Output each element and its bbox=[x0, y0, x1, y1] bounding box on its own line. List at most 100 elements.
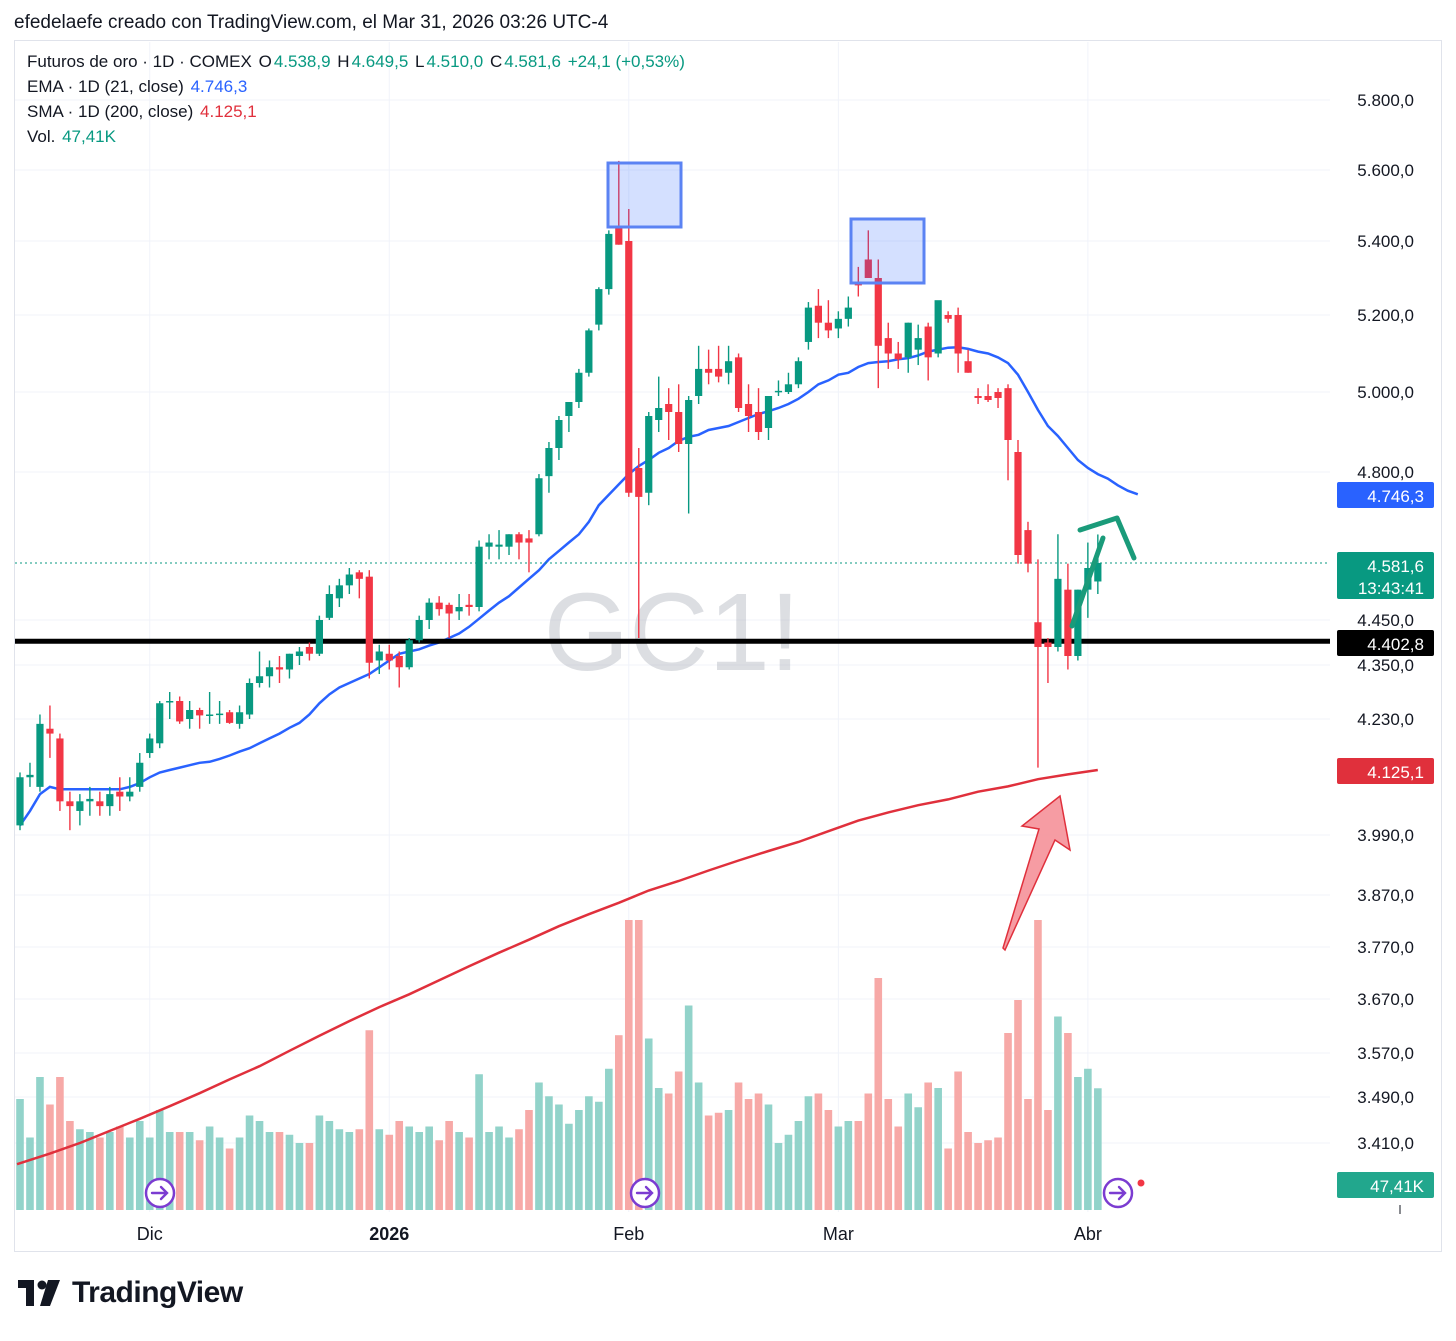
candle-body bbox=[705, 368, 713, 373]
candle-body bbox=[235, 712, 244, 724]
candle-body bbox=[485, 542, 493, 547]
candle-body bbox=[635, 468, 643, 497]
candle-body bbox=[325, 594, 333, 618]
candle-body bbox=[1054, 578, 1062, 647]
price-tick-label: 4.350,0 bbox=[1357, 656, 1414, 675]
candle-body bbox=[864, 259, 872, 278]
volume-bar bbox=[495, 1126, 503, 1210]
tradingview-logo[interactable]: TradingView bbox=[18, 1276, 243, 1310]
volume-bar bbox=[545, 1096, 553, 1210]
candle-body bbox=[565, 402, 573, 416]
legend-sma-row[interactable]: SMA · 1D (200, close) 4.125,1 bbox=[27, 102, 259, 122]
candle-body bbox=[255, 676, 264, 683]
volume-bar bbox=[1004, 1033, 1012, 1210]
price-axis: 5.800,0 5.600,0 5.400,0 5.200,0 5.000,0 4.800… bbox=[1357, 91, 1414, 1214]
legend-low-value: 4.510,0 bbox=[426, 52, 484, 71]
chart-frame[interactable] bbox=[14, 40, 1442, 1252]
legend-ema-row[interactable]: EMA · 1D (21, close) 4.746,3 bbox=[27, 77, 249, 97]
volume-bar bbox=[205, 1126, 214, 1210]
volume-bar bbox=[295, 1143, 304, 1210]
last-price-label-bg bbox=[1337, 552, 1434, 599]
candle-body bbox=[695, 368, 703, 396]
event-arrow-icon bbox=[635, 1185, 654, 1201]
legend-volume-row[interactable]: Vol. 47,41K bbox=[27, 127, 118, 147]
price-tick-label: 3.990,0 bbox=[1357, 826, 1414, 845]
volume-bar bbox=[575, 1110, 583, 1210]
last-price-label-text: 13:43:41 bbox=[1358, 579, 1424, 598]
volume-bar bbox=[76, 1129, 84, 1210]
volume-bar bbox=[1024, 1099, 1032, 1210]
volume-bar bbox=[1084, 1068, 1092, 1210]
volume-bar bbox=[66, 1121, 74, 1210]
candle-body bbox=[375, 651, 383, 661]
candle-body bbox=[335, 585, 343, 599]
candle-body bbox=[86, 798, 94, 802]
candle-body bbox=[106, 794, 114, 807]
candle-body bbox=[56, 738, 64, 802]
annotations bbox=[606, 161, 1137, 952]
volume-bar bbox=[794, 1121, 803, 1210]
candle-body bbox=[575, 372, 583, 402]
candle-body bbox=[535, 478, 543, 535]
candle-body bbox=[345, 574, 353, 586]
volume-bar bbox=[644, 1038, 653, 1210]
legend-sma-value: 4.125,1 bbox=[200, 102, 257, 121]
candle-body bbox=[1064, 589, 1072, 656]
volume-bar bbox=[46, 1104, 54, 1210]
candle-body bbox=[794, 361, 803, 385]
volume-bar bbox=[714, 1112, 723, 1210]
legend-high-label: H bbox=[337, 52, 350, 71]
candle-body bbox=[1004, 388, 1012, 440]
candle-body bbox=[405, 640, 413, 668]
price-tick-label: 5.800,0 bbox=[1357, 91, 1414, 110]
volume-bar bbox=[185, 1132, 194, 1210]
legend-sma-label: SMA · 1D (200, close) bbox=[27, 102, 194, 121]
volume-bar bbox=[824, 1110, 833, 1210]
candle-body bbox=[196, 710, 204, 716]
price-tick-label: 5.600,0 bbox=[1357, 161, 1414, 180]
volume-bar bbox=[265, 1132, 274, 1210]
volume-bar bbox=[425, 1126, 433, 1210]
candle-body bbox=[216, 713, 224, 716]
volume-bar bbox=[315, 1115, 324, 1210]
candle-body bbox=[655, 408, 663, 420]
green-arrow-shaft bbox=[1069, 535, 1106, 629]
volume-bar bbox=[135, 1121, 144, 1210]
candle-body bbox=[475, 546, 483, 607]
level-price-label-text: 4.402,8 bbox=[1367, 635, 1424, 654]
volume-bar bbox=[814, 1093, 823, 1210]
candle-body bbox=[295, 651, 304, 656]
volume-bar bbox=[934, 1088, 942, 1210]
volume-bar bbox=[165, 1132, 174, 1210]
legend-high-value: 4.649,5 bbox=[351, 52, 409, 71]
candle-body bbox=[26, 774, 34, 778]
volume-bar bbox=[26, 1137, 34, 1210]
green-arrow-head bbox=[1077, 515, 1137, 561]
price-tick-label: 3.490,0 bbox=[1357, 1088, 1414, 1107]
candle-body bbox=[525, 538, 533, 543]
volume-bar bbox=[285, 1134, 294, 1210]
volume-bar bbox=[106, 1132, 114, 1210]
price-tick-label: 4.450,0 bbox=[1357, 611, 1414, 630]
price-tick-label: 5.000,0 bbox=[1357, 383, 1414, 402]
candle-body bbox=[734, 357, 743, 408]
volume-bar bbox=[305, 1143, 314, 1210]
candle-body bbox=[994, 392, 1002, 398]
sma-price-label-text: 4.125,1 bbox=[1367, 763, 1424, 782]
volume-bar bbox=[1074, 1077, 1082, 1210]
volume-bar bbox=[555, 1104, 563, 1210]
volume-bar bbox=[375, 1129, 384, 1210]
time-tick-label: Mar bbox=[823, 1224, 854, 1244]
candle-body bbox=[435, 602, 443, 610]
volume-bar bbox=[1034, 920, 1042, 1210]
candle-body bbox=[186, 710, 194, 719]
volume-bar bbox=[125, 1137, 134, 1210]
volume-bar bbox=[325, 1121, 334, 1210]
volume-bar bbox=[215, 1137, 224, 1210]
candle-body bbox=[904, 322, 912, 358]
candle-body bbox=[76, 801, 84, 811]
time-tick-label: Abr bbox=[1074, 1224, 1102, 1244]
legend-symbol: Futuros de oro · 1D · COMEX bbox=[27, 52, 252, 71]
candle-body bbox=[874, 278, 882, 346]
